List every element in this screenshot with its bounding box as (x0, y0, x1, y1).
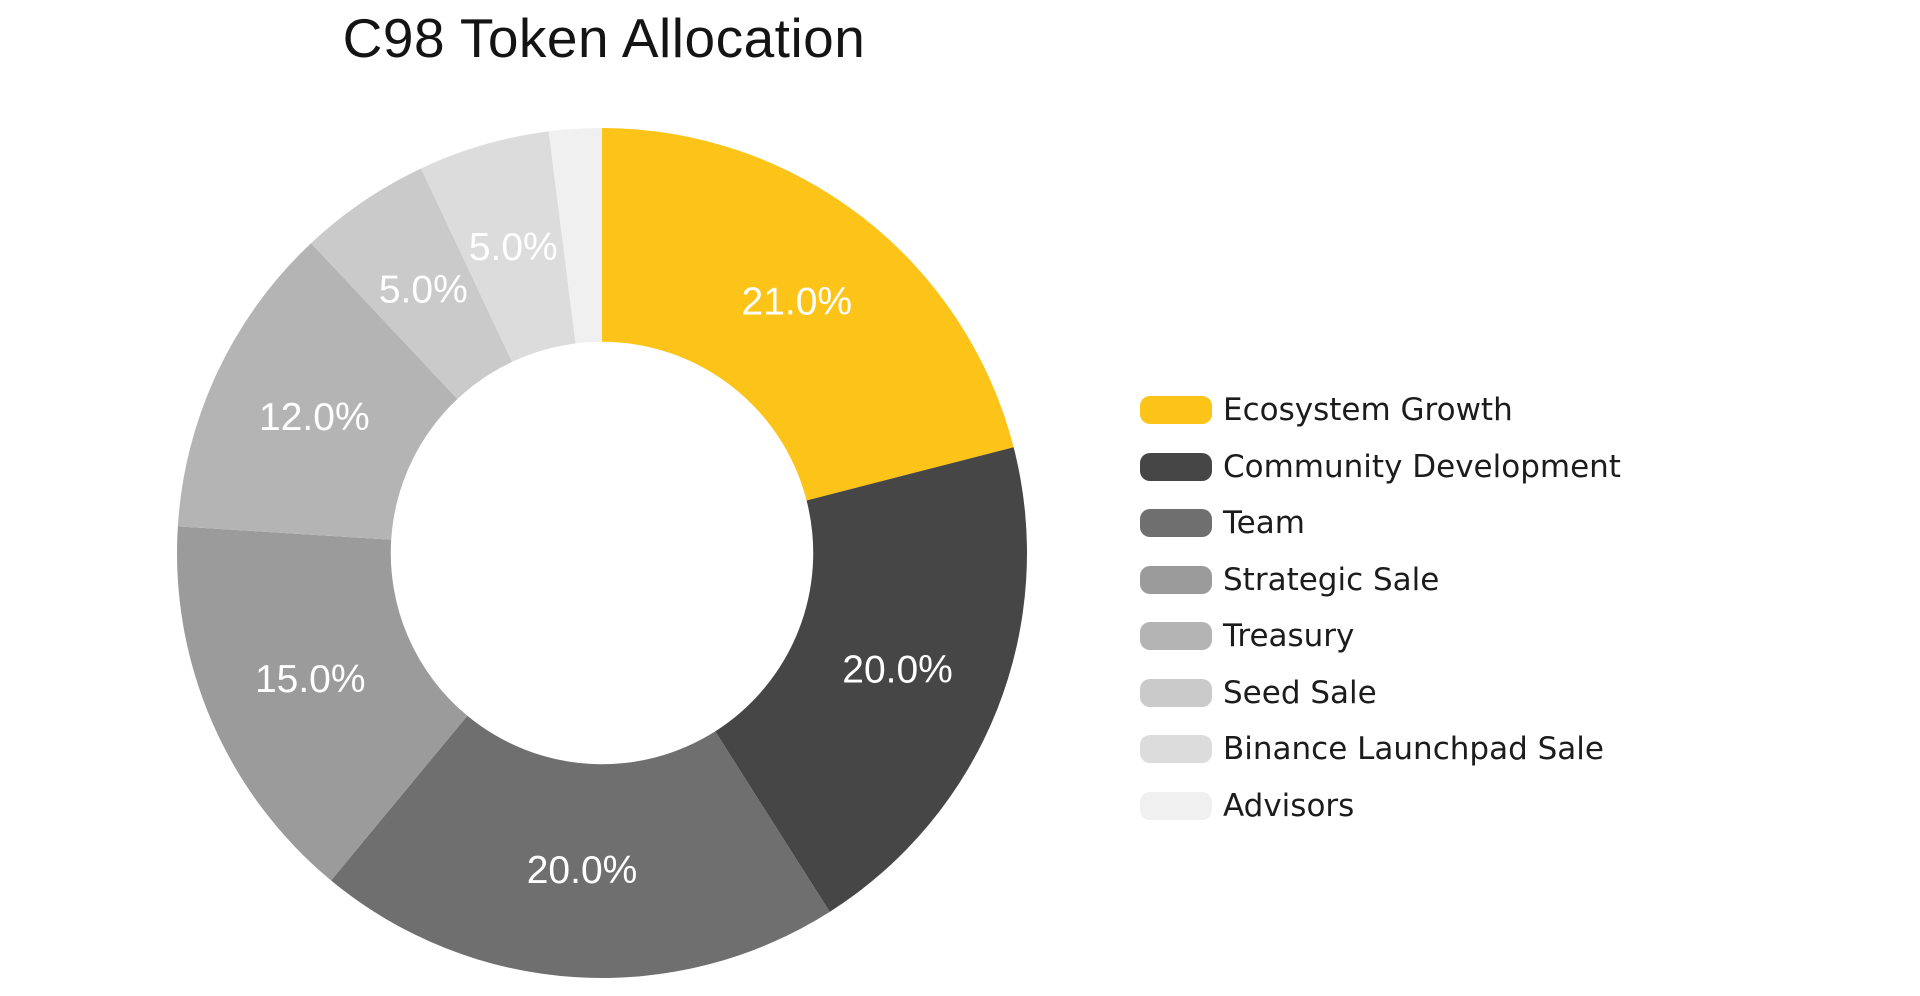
legend-swatch-icon (1140, 791, 1212, 820)
legend-label: Advisors (1223, 787, 1355, 824)
chart-title: C98 Token Allocation (342, 7, 866, 69)
pie-slice-advisors (548, 128, 602, 344)
legend-item: Community Development (1140, 449, 1621, 485)
legend-item: Ecosystem Growth (1140, 392, 1621, 428)
legend-label: Treasury (1223, 618, 1355, 654)
pie-slice-team (331, 715, 830, 978)
pie-slice-community-development (715, 447, 1027, 912)
legend-swatch-icon (1140, 622, 1212, 650)
legend-label: Strategic Sale (1223, 561, 1440, 598)
legend-label: Team (1223, 505, 1305, 541)
pie-slice-ecosystem-growth (602, 128, 1014, 501)
pie-slice-percentage-label: 12.0% (259, 396, 370, 439)
legend-label: Ecosystem Growth (1223, 392, 1513, 428)
pie-slice-percentage-label: 21.0% (742, 280, 853, 323)
legend-item: Strategic Sale (1140, 562, 1621, 598)
pie-slice-seed-sale (311, 168, 513, 400)
donut-chart: 21.0% 20.0% 20.0% 15.0% 12.0% 5.0%5.0% (177, 128, 1027, 978)
legend-item: Advisors (1140, 788, 1621, 824)
legend-item: Binance Launchpad Sale (1140, 731, 1621, 767)
pie-slice-strategic-sale (177, 526, 468, 881)
legend-item: Treasury (1140, 618, 1621, 654)
pie-slice-percentage-label: 5.0% (469, 226, 558, 269)
legend-item: Seed Sale (1140, 675, 1621, 711)
legend-swatch-icon (1140, 565, 1212, 594)
legend-swatch-icon (1140, 678, 1212, 707)
pie-slice-percentage-label: 20.0% (842, 649, 953, 692)
pie-slice-percentage-label: 20.0% (527, 849, 638, 892)
legend-label: Binance Launchpad Sale (1223, 731, 1604, 767)
legend-label: Seed Sale (1223, 674, 1377, 711)
legend-swatch-icon (1140, 509, 1212, 537)
legend-item: Team (1140, 505, 1621, 541)
chart-legend: Ecosystem Growth Community Development T… (1140, 392, 1621, 848)
legend-label: Community Development (1223, 448, 1621, 485)
pie-slice-treasury (177, 243, 458, 540)
pie-slice-binance-launchpad-sale (421, 131, 576, 362)
pie-slice-percentage-label: 5.0% (379, 269, 468, 312)
legend-swatch-icon (1140, 452, 1212, 481)
legend-swatch-icon (1140, 396, 1212, 424)
pie-slice-percentage-label: 15.0% (255, 658, 366, 701)
legend-swatch-icon (1140, 735, 1212, 763)
